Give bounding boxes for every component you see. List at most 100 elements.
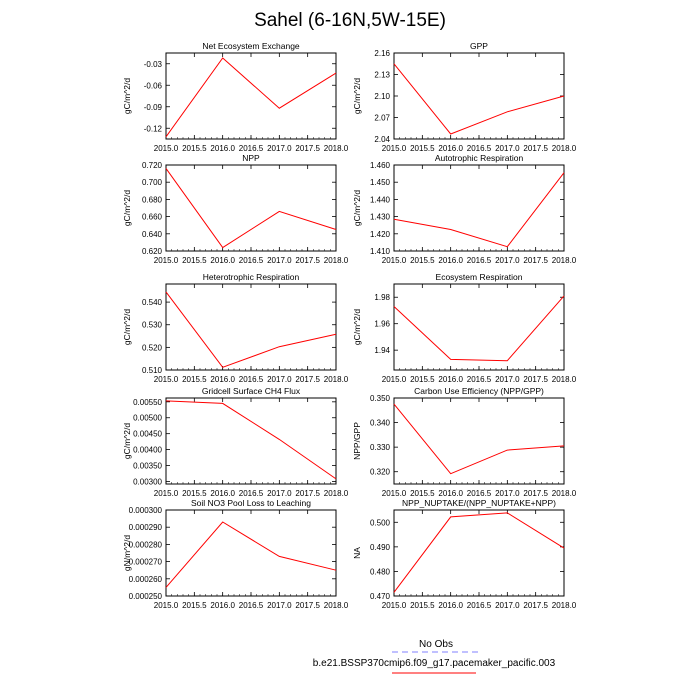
legend: No Obs b.e21.BSSP370cmip6.f09_g17.pacema… [313,639,556,674]
y-tick-label: 0.540 [142,298,163,307]
x-tick-label: 2016.0 [438,489,463,498]
x-tick-label: 2017.5 [295,489,320,498]
x-tick-label: 2015.5 [410,489,435,498]
x-tick-label: 2015.5 [182,375,207,384]
y-tick-label: 0.000270 [129,558,163,567]
y-axis-label: NA [352,547,362,559]
x-tick-label: 2016.5 [467,489,492,498]
panel-7: Carbon Use Efficiency (NPP/GPP) NPP/GPP 20… [352,386,577,498]
y-tick-label: 0.470 [370,592,391,601]
y-tick-label: 0.00300 [133,477,162,486]
x-tick-label: 2016.5 [239,601,264,610]
plot-frame [393,283,565,371]
x-tick-label: 2017.5 [295,144,320,153]
x-tick-label: 2017.5 [523,601,548,610]
series-line [165,400,337,480]
y-tick-label: 1.430 [370,213,391,222]
panel-title: Soil NO3 Pool Loss to Leaching [191,498,311,508]
series-line [165,168,337,249]
plot-frame [393,397,565,485]
y-tick-label: 1.96 [374,320,390,329]
y-tick-label: 0.000290 [129,523,163,532]
series-line [165,291,337,368]
y-tick-label: 0.680 [142,195,163,204]
x-tick-label: 2016.0 [438,601,463,610]
x-tick-label: 2015.0 [154,144,179,153]
x-tick-label: 2016.0 [210,489,235,498]
panel-title: Gridcell Surface CH4 Flux [202,386,301,396]
y-tick-label: 0.640 [142,230,163,239]
x-tick-label: 2017.5 [295,256,320,265]
x-tick-label: 2015.0 [154,601,179,610]
y-tick-label: 0.320 [370,468,391,477]
y-tick-label: 0.620 [142,247,163,256]
y-tick-label: 0.000260 [129,575,163,584]
x-tick-label: 2015.5 [410,256,435,265]
x-tick-label: 2018.0 [324,375,349,384]
x-tick-label: 2018.0 [324,489,349,498]
x-tick-label: 2018.0 [552,601,577,610]
x-tick-label: 2016.5 [239,489,264,498]
y-axis-label: gC/m^2/d [352,190,362,226]
x-tick-label: 2017.0 [267,375,292,384]
panel-title: Heterotrophic Respiration [203,272,300,282]
x-tick-label: 2017.5 [523,144,548,153]
y-tick-label: 2.13 [374,71,390,80]
y-axis-label: gC/m^2/d [352,309,362,345]
x-tick-label: 2017.0 [495,601,520,610]
series-line [393,63,565,135]
x-tick-label: 2018.0 [324,601,349,610]
x-tick-label: 2016.0 [210,375,235,384]
panel-title: GPP [470,41,488,51]
x-tick-label: 2017.0 [267,144,292,153]
x-tick-label: 2015.0 [382,375,407,384]
y-tick-label: -0.12 [144,124,163,133]
y-tick-label: 1.410 [370,247,391,256]
y-tick-label: 0.000250 [129,592,163,601]
x-tick-label: 2016.5 [467,375,492,384]
x-tick-label: 2015.0 [382,489,407,498]
x-tick-label: 2016.5 [239,144,264,153]
panel-5: Ecosystem Respiration gC/m^2/d 2015.0 2015.… [352,272,577,384]
y-tick-label: -0.06 [144,81,163,90]
plot-frame [165,52,337,140]
y-tick-label: 2.10 [374,92,390,101]
legend-model-label: b.e21.BSSP370cmip6.f09_g17.pacemaker_pac… [313,658,556,669]
x-tick-label: 2017.0 [267,601,292,610]
x-tick-label: 2015.0 [154,489,179,498]
y-tick-label: 1.98 [374,293,390,302]
x-tick-label: 2015.5 [410,144,435,153]
x-tick-label: 2017.5 [523,256,548,265]
x-tick-label: 2017.5 [295,375,320,384]
x-tick-label: 2016.0 [438,256,463,265]
series-line [393,512,565,593]
panel-title: Net Ecosystem Exchange [202,41,300,51]
plot-frame [165,509,337,597]
x-tick-label: 2018.0 [552,256,577,265]
series-line [393,172,565,248]
x-tick-label: 2016.5 [239,256,264,265]
y-tick-label: 1.450 [370,178,391,187]
x-tick-label: 2018.0 [324,256,349,265]
series-line [393,403,565,475]
y-tick-label: 0.490 [370,543,391,552]
x-tick-label: 2017.5 [523,489,548,498]
y-tick-label: 1.420 [370,230,391,239]
x-tick-label: 2018.0 [552,144,577,153]
x-tick-label: 2018.0 [552,489,577,498]
y-tick-label: 2.04 [374,135,390,144]
panel-8: Soil NO3 Pool Loss to Leaching gN/m^2/d 20… [122,498,349,610]
x-tick-label: 2016.5 [467,256,492,265]
y-tick-label: 0.00450 [133,430,162,439]
x-tick-label: 2017.0 [267,256,292,265]
y-tick-label: 0.480 [370,567,391,576]
panel-title: NPP [242,153,260,163]
x-tick-label: 2015.0 [382,144,407,153]
x-tick-label: 2015.5 [410,601,435,610]
plot-frame [165,397,337,485]
y-tick-label: -0.03 [144,60,163,69]
x-tick-label: 2015.5 [410,375,435,384]
